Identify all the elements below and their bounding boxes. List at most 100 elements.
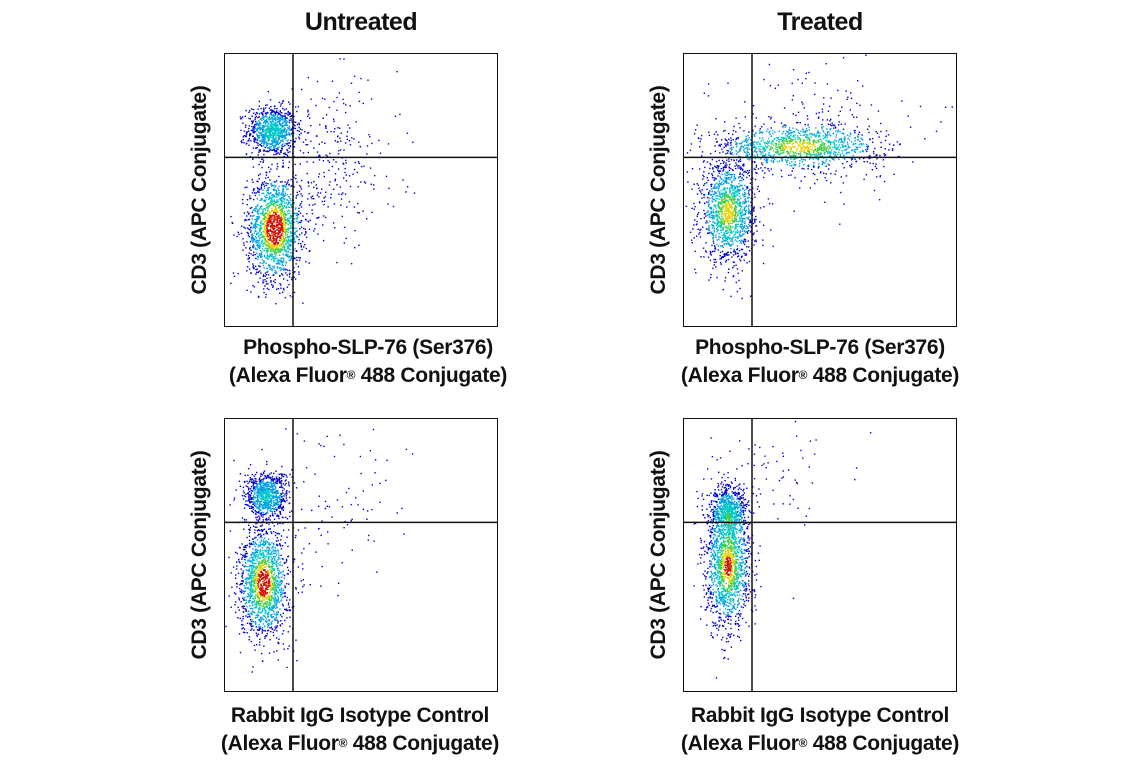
event-point <box>736 248 739 250</box>
event-point <box>739 231 742 233</box>
event-point <box>276 151 278 153</box>
event-point <box>250 291 252 293</box>
event-point <box>717 184 719 186</box>
event-point <box>257 246 260 249</box>
event-point <box>715 214 718 216</box>
event-point <box>699 191 702 193</box>
event-point <box>299 233 301 236</box>
event-point <box>255 130 257 132</box>
event-point <box>275 180 278 182</box>
event-point <box>256 244 258 246</box>
event-point <box>871 169 874 171</box>
event-point <box>281 211 283 213</box>
event-point <box>846 141 848 144</box>
event-point <box>343 102 345 105</box>
event-point <box>331 80 334 82</box>
event-point <box>263 115 266 118</box>
event-point <box>248 139 250 141</box>
event-point <box>713 217 716 219</box>
event-point <box>279 110 281 113</box>
event-point <box>244 219 246 222</box>
event-point <box>282 238 285 240</box>
event-point <box>267 258 269 260</box>
event-point <box>265 140 267 142</box>
event-point <box>823 151 826 153</box>
event-point <box>324 142 326 144</box>
event-point <box>866 143 868 146</box>
event-point <box>790 149 793 151</box>
event-point <box>269 201 271 204</box>
event-point <box>735 211 738 213</box>
event-point <box>735 150 737 152</box>
event-point <box>278 120 281 122</box>
event-point <box>273 124 275 126</box>
event-point <box>734 209 736 212</box>
event-point <box>712 193 714 196</box>
event-point <box>811 168 813 171</box>
event-point <box>798 131 800 134</box>
event-point <box>245 135 247 137</box>
event-point <box>268 196 271 199</box>
event-point <box>282 214 284 216</box>
event-point <box>766 146 768 149</box>
event-point <box>856 148 859 150</box>
event-point <box>280 226 283 229</box>
event-point <box>758 130 761 132</box>
event-point <box>280 139 283 142</box>
event-point <box>762 131 764 134</box>
event-point <box>278 204 280 207</box>
event-point <box>717 202 720 205</box>
event-point <box>737 204 739 206</box>
event-point <box>273 181 275 183</box>
event-point <box>257 136 260 138</box>
event-point <box>266 236 269 239</box>
event-point <box>267 205 269 207</box>
event-point <box>266 255 268 257</box>
event-point <box>254 131 256 133</box>
event-point <box>269 99 272 101</box>
event-point <box>720 258 723 260</box>
event-point <box>729 215 731 217</box>
event-point <box>738 122 740 125</box>
event-point <box>264 247 267 249</box>
event-point <box>253 138 255 140</box>
event-point <box>281 125 283 127</box>
event-point <box>728 237 730 239</box>
event-point <box>754 157 757 160</box>
event-point <box>724 194 727 196</box>
event-point <box>790 151 792 153</box>
event-point <box>257 295 260 298</box>
event-point <box>274 202 276 204</box>
event-point <box>270 200 273 202</box>
event-point <box>405 191 407 193</box>
event-point <box>731 206 733 208</box>
event-point <box>759 150 761 153</box>
event-point <box>729 245 732 247</box>
event-point <box>265 207 268 209</box>
event-point <box>282 217 284 219</box>
event-point <box>744 202 747 204</box>
event-point <box>282 240 285 242</box>
event-point <box>283 117 285 119</box>
event-point <box>291 220 293 222</box>
event-point <box>262 126 265 128</box>
event-point <box>249 246 251 249</box>
event-point <box>244 218 246 221</box>
event-point <box>730 147 733 149</box>
event-point <box>286 121 289 123</box>
event-point <box>285 214 287 216</box>
event-point <box>272 214 274 217</box>
event-point <box>264 134 266 136</box>
event-point <box>833 127 835 129</box>
event-point <box>298 136 300 138</box>
event-point <box>732 220 734 222</box>
event-point <box>272 250 275 252</box>
event-point <box>733 202 735 205</box>
event-point <box>270 146 272 148</box>
event-point <box>266 143 268 146</box>
event-point <box>271 117 274 119</box>
event-point <box>815 134 817 137</box>
event-point <box>290 178 292 181</box>
event-point <box>778 145 780 147</box>
event-point <box>251 115 253 117</box>
